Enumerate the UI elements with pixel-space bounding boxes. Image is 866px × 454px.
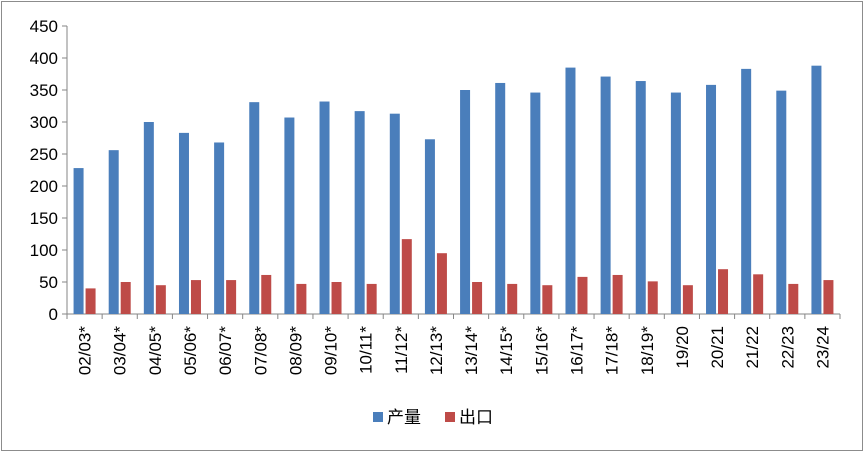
export-bar [823,280,834,314]
export-bar [190,280,201,314]
export-bar [366,283,377,314]
x-tick-label: 15/16* [532,326,551,376]
production-bar [73,168,84,314]
production-bar [319,101,330,315]
export-bar [753,274,764,314]
x-tick-label: 23/24 [813,326,832,369]
x-axis: 02/03* 03/04* 04/05* 05/06* 06/07* 07/08* 08/0… [66,313,841,376]
x-tick-label: 17/18* [603,326,622,376]
legend-label-production: 产量 [387,408,421,427]
y-tick-label: 300 [30,113,58,132]
export-bar [577,276,588,314]
export-bar [647,281,658,314]
production-bar [565,67,576,314]
x-tick-label: 03/04* [111,326,130,376]
x-tick-label: 08/09* [286,326,305,376]
export-bar [226,280,237,314]
production-bar [776,90,787,314]
x-tick-label: 12/13* [427,326,446,376]
x-tick-label: 20/21 [708,326,727,369]
export-bar [612,274,623,314]
production-bar [600,76,611,314]
x-tick-label: 19/20 [673,326,692,369]
production-bar [635,81,646,314]
production-bar [249,102,260,314]
production-bar [460,90,471,314]
export-bar [718,269,729,314]
legend-swatch-production [373,412,383,422]
x-tick-label: 07/08* [251,326,270,376]
production-bar [530,92,541,314]
export-bar [401,239,412,314]
y-tick-label: 100 [30,241,58,260]
export-bar [436,253,447,314]
x-tick-label: 09/10* [322,326,341,376]
production-bar [811,65,822,315]
production-bar [214,142,225,314]
production-bar [424,139,435,314]
export-bar [472,282,483,314]
export-bar [682,285,693,314]
y-tick-label: 150 [30,209,58,228]
production-bar [741,68,752,314]
export-bar [788,283,799,314]
x-tick-label: 04/05* [146,326,165,376]
x-tick-label: 22/23 [778,326,797,369]
export-bar [155,285,166,314]
x-tick-label: 05/06* [181,326,200,376]
production-bar [143,122,154,314]
export-bar [261,274,272,314]
y-tick-label: 0 [49,305,58,324]
production-bar [284,117,295,315]
export-bar [120,282,131,314]
x-tick-label: 14/15* [497,326,516,376]
y-tick-label: 200 [30,177,58,196]
production-bar [389,113,400,315]
x-tick-label: 13/14* [462,326,481,376]
y-tick-label: 400 [30,49,58,68]
x-tick-label: 11/12* [392,326,411,374]
x-tick-label: 02/03* [76,326,95,376]
legend-label-export: 出口 [459,408,493,427]
export-bar [331,282,342,314]
x-tick-label: 10/11* [357,326,376,374]
production-bar [706,84,717,314]
y-axis: 0 50 100 150 200 250 300 350 400 450 [30,17,68,324]
x-tick-label: 16/17* [567,326,586,376]
bars [73,65,834,315]
export-bar [507,283,518,314]
y-tick-label: 250 [30,145,58,164]
export-bar [85,288,96,314]
export-bar [296,283,307,314]
x-tick-label: 06/07* [216,326,235,376]
y-tick-label: 350 [30,81,58,100]
production-bar [178,132,189,314]
x-tick-label: 18/19* [638,326,657,376]
production-bar [670,92,681,314]
x-tick-label: 21/22 [743,326,762,369]
y-tick-label: 50 [39,273,58,292]
legend: 产量 出口 [373,408,493,427]
export-bar [542,285,553,314]
y-tick-label: 450 [30,17,58,36]
production-bar [354,111,365,315]
legend-swatch-export [445,412,455,422]
production-bar [495,82,506,315]
production-bar [108,150,119,314]
